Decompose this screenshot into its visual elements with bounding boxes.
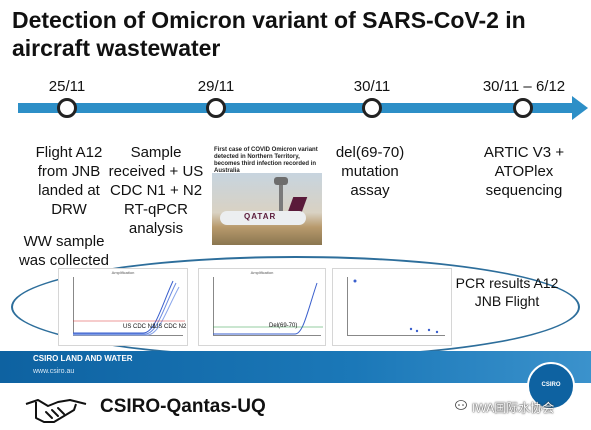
panel-title: Amplification: [111, 270, 135, 275]
control-tower-stem: [279, 185, 283, 211]
panel-y-axis: [347, 277, 348, 335]
footer-title: CSIRO-Qantas-UQ: [100, 396, 266, 417]
timeline-dot: [513, 98, 533, 118]
slide-title: Detection of Omicron variant of SARS-CoV…: [12, 7, 526, 61]
news-headline: First case of COVID Omicron variant dete…: [214, 147, 318, 174]
timeline-dot: [57, 98, 77, 118]
csiro-banner: [0, 351, 591, 383]
pcr-results-text: PCR results A12 JNB Flight: [455, 275, 559, 309]
banner-url: www.csiro.au: [33, 368, 75, 375]
timeline-dot: [362, 98, 382, 118]
news-clipping: First case of COVID Omicron variant dete…: [212, 145, 322, 245]
event-sample-received: Sample received + US CDC N1 + N2 RT-qPCR…: [108, 144, 204, 237]
amplification-curves: [73, 280, 185, 336]
timeline-dot: [206, 98, 226, 118]
timeline-date: 29/11: [197, 78, 235, 95]
timeline-date: 25/11: [48, 78, 86, 95]
control-tower: [274, 177, 288, 185]
plane-livery-text: QATAR: [244, 212, 277, 221]
event-flight-landed: Flight A12 from JNB landed at DRW: [35, 144, 103, 218]
panel-title: Amplification: [250, 270, 274, 275]
airport-photo: QATAR: [212, 173, 322, 245]
plane-body: [220, 211, 306, 225]
timeline-date: 30/11: [353, 78, 391, 95]
timeline-date: 30/11 – 6/12: [482, 78, 566, 95]
panel-x-axis: [213, 335, 321, 336]
label-n2: US CDC N2: [154, 324, 187, 330]
event-sample-collected: WW sample was collected: [18, 233, 110, 269]
label-del: Del(69-70): [269, 323, 298, 329]
event-sequencing: ARTIC V3 + ATOPlex sequencing: [483, 144, 565, 199]
panel-y-axis: [73, 277, 74, 335]
watermark-text: IWA国际水协会: [472, 401, 555, 415]
timeline-line: [18, 103, 580, 113]
csiro-logo-text: CSIRO: [541, 382, 561, 388]
banner-organisation: CSIRO LAND AND WATER: [33, 354, 133, 363]
pcr-scatter-panel: [332, 268, 452, 346]
label-n1: US CDC N1: [123, 324, 156, 330]
event-mutation-assay: del(69-70) mutation assay: [335, 144, 405, 199]
panel-y-axis: [213, 277, 214, 335]
panel-x-axis: [347, 335, 445, 336]
pcr-amplification-panel-2: Amplification Del(69-70): [198, 268, 326, 346]
csiro-logo-icon: [527, 362, 575, 410]
scatter-points: [353, 279, 439, 334]
amplification-curve-del: [213, 282, 323, 335]
wechat-icon: [455, 400, 467, 410]
handshake-icon: [25, 399, 87, 423]
timeline-arrow-icon: [572, 96, 588, 120]
pcr-amplification-panel-1: Amplification US CDC N1 US CDC N2: [58, 268, 188, 346]
